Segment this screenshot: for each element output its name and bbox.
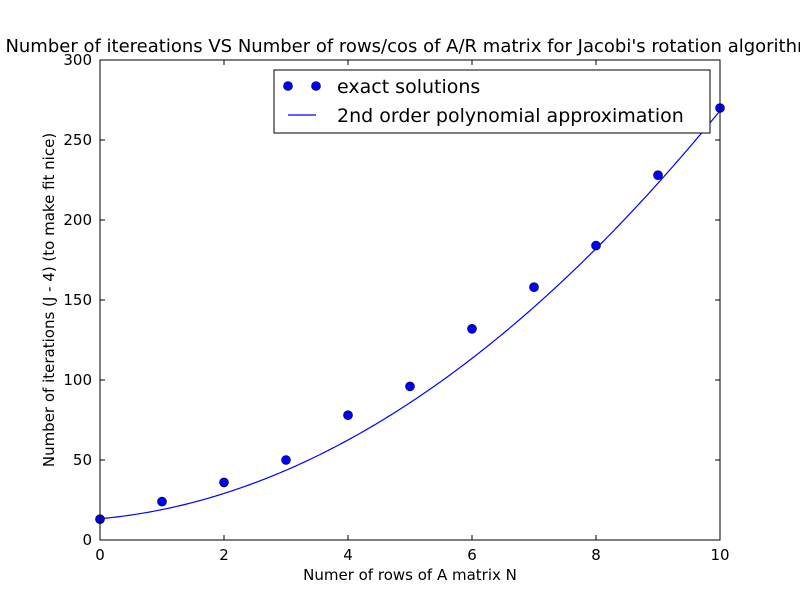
legend-marker-exact-solutions	[311, 81, 321, 91]
x-tick-label: 4	[343, 546, 353, 564]
data-point	[343, 410, 353, 421]
data-point	[157, 496, 167, 507]
x-tick-label: 6	[467, 546, 477, 564]
data-point	[281, 455, 291, 465]
x-tick-label: 10	[710, 546, 729, 564]
x-axis-label: Numer of rows of A matrix N	[303, 566, 517, 584]
y-tick-label: 300	[63, 51, 92, 69]
data-point	[467, 323, 477, 334]
plot-area	[95, 59, 725, 541]
legend-label-polynomial: 2nd order polynomial approximation	[337, 105, 684, 127]
y-tick-label: 0	[82, 531, 92, 549]
x-tick-label: 2	[219, 546, 229, 564]
y-axis-label: Number of iterations (J - 4) (to make fi…	[40, 133, 58, 467]
data-point	[405, 381, 415, 392]
chart-title: Number of itereations VS Number of rows/…	[5, 36, 800, 57]
legend-box	[273, 69, 711, 134]
x-tick-label: 8	[591, 546, 601, 564]
y-tick-label: 100	[63, 371, 92, 389]
y-tick-label: 150	[63, 291, 92, 309]
data-point	[591, 240, 601, 251]
data-point	[529, 282, 539, 293]
y-tick-label: 50	[73, 451, 92, 469]
y-tick-label: 250	[63, 131, 92, 149]
legend-label-exact-solutions: exact solutions	[337, 76, 480, 98]
plot-contents	[100, 110, 720, 520]
fit-line	[100, 110, 720, 520]
y-tick-label: 200	[63, 211, 92, 229]
legend: exact solutions 2nd order polynomial app…	[273, 69, 711, 134]
data-point	[653, 170, 663, 180]
x-tick-label: 0	[95, 546, 105, 564]
legend-marker-exact-solutions	[283, 81, 293, 91]
data-point	[219, 477, 229, 488]
